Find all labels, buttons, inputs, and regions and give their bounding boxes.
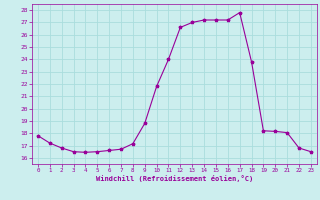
- X-axis label: Windchill (Refroidissement éolien,°C): Windchill (Refroidissement éolien,°C): [96, 175, 253, 182]
